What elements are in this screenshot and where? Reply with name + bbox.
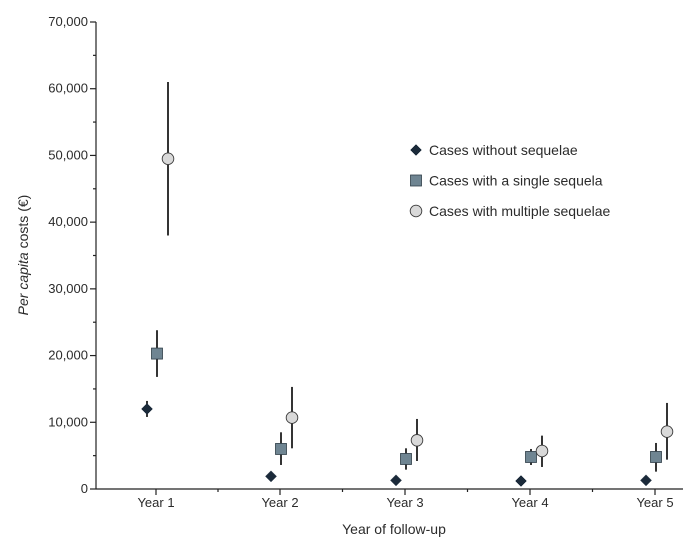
data-point-circle: [535, 444, 549, 458]
data-point-square: [525, 451, 537, 463]
y-tick-label: 50,000: [48, 147, 88, 162]
data-point-diamond: [141, 403, 153, 415]
series-2: [151, 330, 662, 472]
series-1: [141, 400, 652, 487]
x-tick-label: Year 3: [386, 495, 423, 510]
data-point-square: [151, 347, 163, 360]
data-point-circle: [285, 411, 299, 424]
x-axis-label: Year of follow-up: [342, 521, 446, 537]
legend-label: Cases with multiple sequelae: [429, 203, 611, 219]
data-point-square: [275, 443, 287, 455]
data-point-diamond: [390, 474, 402, 487]
data-point-diamond: [265, 470, 277, 483]
series-3: [161, 82, 674, 467]
data-point-circle: [161, 152, 175, 166]
legend-marker-square: [410, 174, 422, 187]
data-marks: [141, 82, 674, 487]
legend-label: Cases with a single sequela: [429, 173, 603, 189]
legend-marker-circle: [409, 204, 423, 218]
legend: Cases without sequelae Cases with a singl…: [409, 142, 611, 219]
data-point-circle: [410, 434, 424, 447]
y-tick-label: 70,000: [48, 14, 88, 29]
legend-label: Cases without sequelae: [429, 142, 578, 158]
axes: 0 10,000 20,000 30,000 40,000 50,000 60,000 70,…: [48, 14, 683, 510]
x-tick-label: Year 2: [261, 495, 298, 510]
y-tick-label: 60,000: [48, 81, 88, 96]
y-tick-label: 0: [81, 481, 88, 496]
y-axis-label-rest: costs (€): [15, 195, 31, 253]
x-tick-label: Year 5: [636, 495, 673, 510]
legend-marker-diamond: [410, 144, 422, 156]
data-point-diamond: [640, 474, 652, 487]
y-tick-label: 40,000: [48, 214, 88, 229]
y-tick-label: 30,000: [48, 281, 88, 296]
y-tick-label: 10,000: [48, 414, 88, 429]
data-point-square: [650, 451, 662, 463]
y-axis-label-italic: Per capita: [15, 252, 31, 315]
data-point-circle: [660, 425, 674, 438]
x-tick-label: Year 1: [137, 495, 174, 510]
data-point-diamond: [515, 475, 527, 487]
x-tick-label: Year 4: [511, 495, 548, 510]
y-axis-label: Per capita costs (€): [15, 195, 31, 316]
data-point-square: [400, 453, 412, 465]
y-tick-label: 20,000: [48, 348, 88, 363]
